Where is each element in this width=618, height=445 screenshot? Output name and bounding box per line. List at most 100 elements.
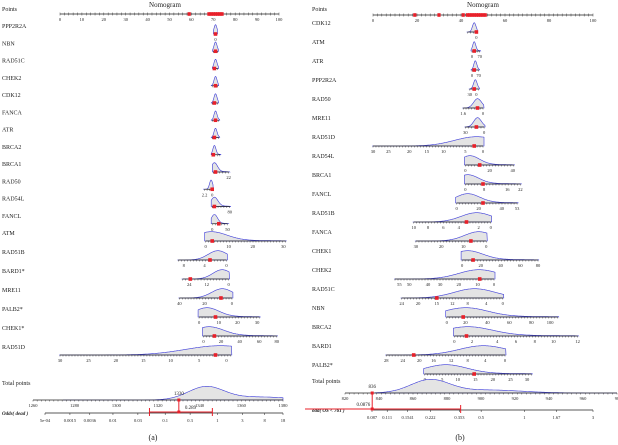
variable-value-dot bbox=[435, 296, 439, 300]
variable-label: CHEK2 bbox=[2, 76, 21, 82]
variable-tick-label: 25 bbox=[86, 358, 91, 363]
variable-row-rad54l: RAD54L 80 bbox=[2, 197, 233, 215]
odds-axis-label: Odds( dead ) bbox=[2, 412, 28, 417]
variable-tick-label: 0 bbox=[211, 192, 214, 197]
variable-value-dot bbox=[472, 68, 476, 72]
points-marker bbox=[218, 12, 222, 16]
variable-tick-label: 0 bbox=[482, 149, 485, 154]
points-tick-label: 50 bbox=[167, 17, 172, 22]
variable-row-chek1: CHEK1 0 20 40 60 80 bbox=[312, 249, 541, 268]
variable-label: FANCA bbox=[312, 230, 333, 236]
density-curve bbox=[455, 193, 519, 204]
points-tick-label: 40 bbox=[459, 18, 464, 23]
points-marker bbox=[207, 12, 211, 16]
variable-tick-label: 30 bbox=[438, 282, 443, 287]
density-curve bbox=[197, 307, 261, 318]
variable-tick-label: 50 bbox=[225, 227, 230, 232]
variable-tick-label: 60 bbox=[507, 320, 512, 325]
variable-row-bard1: BARD1* 24 12 0 bbox=[2, 269, 231, 287]
variable-tick-label: 2 bbox=[471, 339, 473, 344]
odds-tick-label: 1 bbox=[523, 415, 525, 420]
variable-value-dot bbox=[213, 49, 218, 54]
variable-row-rad51d: RAD51D 30 25 20 15 10 5 0 bbox=[312, 135, 485, 154]
variable-tick-label: 30 bbox=[281, 244, 286, 249]
variable-tick-label: 25 bbox=[386, 149, 391, 154]
total-points-tick-label: 1360 bbox=[237, 403, 247, 408]
points-marker bbox=[470, 13, 474, 17]
points-tick-label: 90 bbox=[255, 17, 260, 22]
variable-label: RAD54L bbox=[2, 197, 25, 203]
odds-marker bbox=[370, 407, 374, 411]
variable-tick-label: 10 bbox=[461, 244, 466, 249]
variable-tick-label: 4 bbox=[496, 339, 499, 344]
variable-row-rad50: RAD50 1.6 0 bbox=[312, 97, 485, 116]
variable-label: CDK12 bbox=[2, 93, 21, 99]
variable-value-dot bbox=[210, 239, 215, 243]
variable-tick-label: 80 bbox=[529, 320, 534, 325]
variable-tick-label: 10 bbox=[168, 358, 173, 363]
variable-tick-label: 0 bbox=[202, 339, 205, 344]
variable-tick-label: 20 bbox=[235, 320, 240, 325]
variable-value-dot bbox=[213, 118, 218, 123]
total-points-tick-label: 940 bbox=[546, 396, 554, 401]
density-curve bbox=[464, 117, 486, 128]
variable-value-dot bbox=[213, 353, 218, 357]
variable-label: RAD51B bbox=[2, 250, 25, 256]
variable-tick-label: 28 bbox=[384, 358, 389, 363]
variable-tick-label: 0 bbox=[453, 339, 456, 344]
variable-tick-label: 6 bbox=[515, 339, 518, 344]
odds-tick-label: 0.1 bbox=[162, 418, 168, 423]
density-curve bbox=[372, 136, 485, 147]
variable-row-fanca: FANCA 30 20 10 0 bbox=[312, 230, 488, 249]
points-tick-label: 70 bbox=[211, 17, 216, 22]
variable-tick-label: 12 bbox=[450, 301, 455, 306]
variable-tick-label: 20 bbox=[250, 244, 255, 249]
variable-label: PPP2R2A bbox=[312, 78, 337, 84]
variable-value-dot bbox=[472, 49, 476, 53]
variable-tick-label: 0 bbox=[464, 168, 467, 173]
density-curve bbox=[210, 93, 220, 104]
variable-row-brca2: BRCA2 bbox=[2, 145, 222, 157]
points-marker bbox=[413, 13, 417, 17]
total-points-tick-label: 1300 bbox=[112, 403, 122, 408]
variable-label: NBN bbox=[312, 306, 325, 312]
variable-value-dot bbox=[208, 258, 212, 262]
variable-value-dot bbox=[472, 144, 476, 148]
variable-tick-label: 20 bbox=[476, 206, 481, 211]
variable-tick-label: 0 bbox=[485, 244, 488, 249]
variable-value-dot bbox=[469, 239, 473, 243]
odds-tick-label: 0.5 bbox=[478, 415, 484, 420]
variable-tick-label: 16 bbox=[505, 187, 510, 192]
variable-tick-label: 5 bbox=[441, 377, 444, 382]
density-curve bbox=[210, 145, 222, 156]
odds-tick-label: 3 bbox=[592, 415, 595, 420]
variable-tick-label: 2 bbox=[477, 225, 479, 230]
odds-tick-label: 18 bbox=[281, 418, 286, 423]
variable-tick-label: 20 bbox=[487, 168, 492, 173]
density-curve bbox=[468, 79, 480, 90]
variable-tick-label: 10 bbox=[411, 225, 416, 230]
variable-tick-label: 0 bbox=[205, 244, 208, 249]
variable-tick-label: 0 bbox=[475, 35, 478, 40]
odds-tick-label: 5e-04 bbox=[40, 418, 51, 423]
variable-row-fancl: FANCL 0 50 bbox=[2, 214, 231, 232]
variable-row-brca2: BRCA2 0 2 4 6 8 10 12 bbox=[312, 325, 580, 344]
panel-label: (a) bbox=[149, 433, 158, 442]
variable-tick-label: 0 bbox=[493, 282, 496, 287]
odds-tick-label: 0.353 bbox=[454, 415, 465, 420]
variable-tick-label: 0 bbox=[475, 92, 478, 97]
variable-tick-label: 0 bbox=[482, 111, 485, 116]
variable-row-rad51d: RAD51D 30 25 20 15 10 5 0 bbox=[2, 345, 233, 363]
variable-tick-label: 40 bbox=[485, 320, 490, 325]
variable-label: MRE11 bbox=[2, 288, 21, 294]
variable-tick-label: 0 bbox=[504, 358, 507, 363]
points-tick-label: 80 bbox=[233, 17, 238, 22]
points-marker bbox=[474, 13, 478, 17]
variable-label: BRCA2 bbox=[2, 145, 21, 151]
variable-row-fancl: FANCL 0 20 40 53 bbox=[312, 192, 520, 211]
variable-row-palb2: PALB2* 0 5 10 15 20 25 30 bbox=[312, 363, 533, 382]
variable-row-ppp2r2a: PPP2R2A 30 0 bbox=[312, 78, 480, 97]
odds-marker bbox=[177, 410, 181, 414]
variable-tick-label: 40 bbox=[237, 339, 242, 344]
